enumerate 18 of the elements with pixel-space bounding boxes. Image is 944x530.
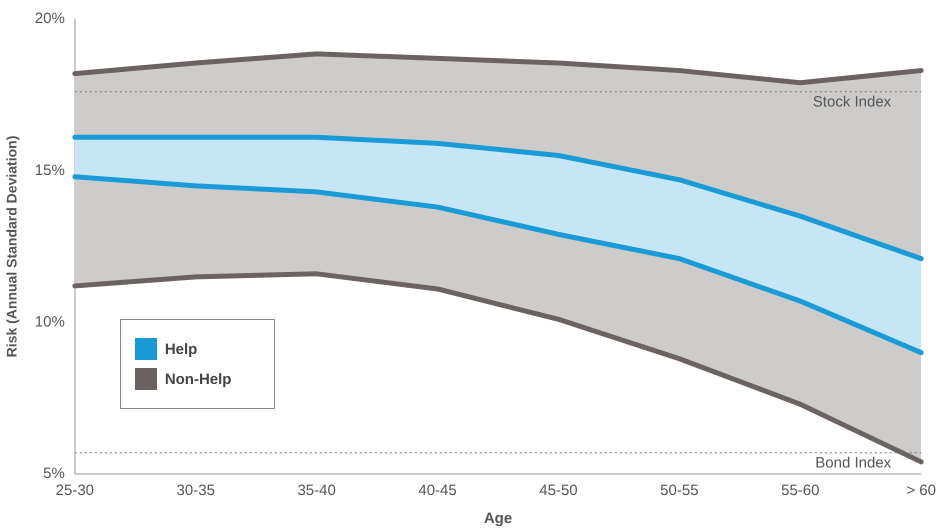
legend-label: Help xyxy=(164,340,198,358)
y-tick-label: 10% xyxy=(34,313,65,330)
y-tick-label: 5% xyxy=(43,465,65,482)
x-tick-label: 55-60 xyxy=(781,482,820,500)
x-tick-label: 35-40 xyxy=(297,482,336,500)
y-axis-title: Risk (Annual Standard Deviation) xyxy=(3,136,20,358)
x-tick-label: 25-30 xyxy=(56,482,94,500)
ref-line-label: Stock Index xyxy=(812,93,892,110)
x-tick-label: 45-50 xyxy=(539,482,578,500)
x-axis-title: Age xyxy=(484,510,512,528)
y-tick-label: 15% xyxy=(34,162,65,179)
x-tick-label: 50-55 xyxy=(660,482,699,500)
legend-label: Non-Help xyxy=(164,370,232,388)
x-tick-label: 40-45 xyxy=(418,482,457,500)
y-tick-label: 20% xyxy=(34,10,65,28)
ref-line-label: Bond Index xyxy=(815,454,892,472)
x-tick-label: 30-35 xyxy=(176,482,215,500)
x-tick-label: > 60 xyxy=(906,482,936,500)
